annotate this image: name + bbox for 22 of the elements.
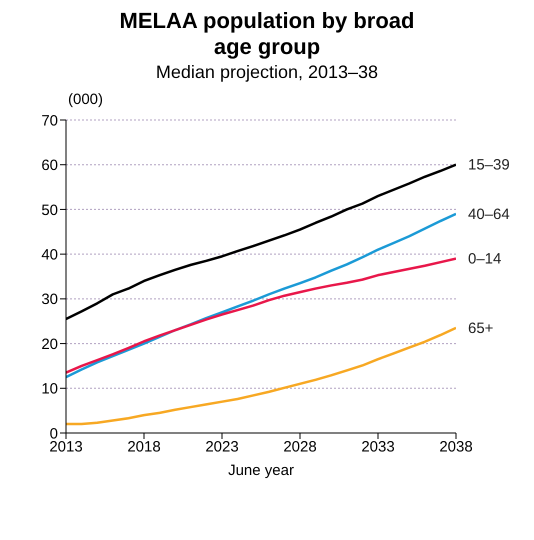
chart-subtitle: Median projection, 2013–38	[154, 62, 380, 83]
x-axis-title: June year	[228, 462, 294, 479]
series-label: 40–64	[468, 206, 510, 223]
x-tick-label: 2023	[205, 438, 239, 456]
y-tick-label: 20	[41, 336, 58, 353]
y-tick-label: 30	[41, 291, 58, 308]
y-tick-label: 50	[41, 202, 58, 219]
chart-title: MELAA population by broad age group	[118, 8, 416, 60]
x-tick-label: 2028	[283, 438, 317, 456]
series-label: 65+	[468, 320, 494, 337]
y-tick-label: 10	[41, 380, 58, 398]
x-tick-label: 2033	[361, 438, 395, 456]
line-series	[66, 257, 456, 374]
y-axis-title: (000)	[68, 91, 104, 108]
series-label: 15–39	[468, 156, 510, 174]
line-series	[66, 326, 456, 426]
x-tick-label: 2038	[439, 438, 473, 456]
y-tick-label: 60	[41, 157, 58, 174]
y-tick-label: 70	[41, 112, 58, 130]
y-tick-label: 40	[41, 246, 58, 264]
x-tick-label: 2018	[127, 438, 161, 456]
series-label: 0–14	[468, 250, 502, 268]
